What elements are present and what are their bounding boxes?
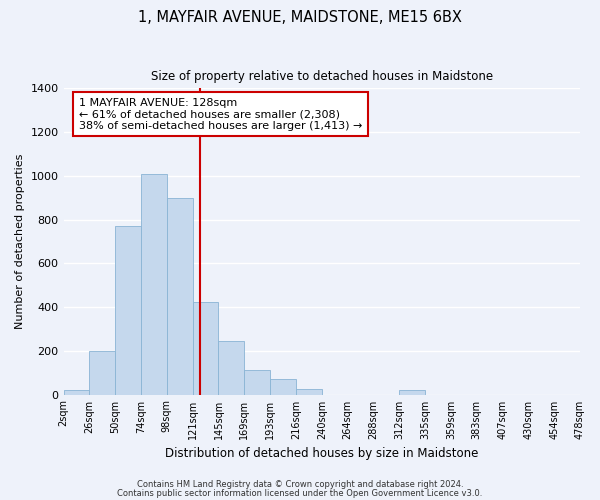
Bar (270, 379, 296, 394)
Bar (64, 390, 89, 394)
Bar (296, 389, 322, 394)
Bar (399, 390, 425, 394)
Bar (167, 198, 193, 394)
Text: 1, MAYFAIR AVENUE, MAIDSTONE, ME15 6BX: 1, MAYFAIR AVENUE, MAIDSTONE, ME15 6BX (138, 10, 462, 25)
Bar (115, 226, 141, 394)
Bar (218, 341, 244, 394)
X-axis label: Distribution of detached houses by size in Maidstone: Distribution of detached houses by size … (165, 447, 478, 460)
Text: Contains HM Land Registry data © Crown copyright and database right 2024.: Contains HM Land Registry data © Crown c… (137, 480, 463, 489)
Bar (193, 302, 218, 394)
Bar (244, 370, 270, 394)
Y-axis label: Number of detached properties: Number of detached properties (15, 154, 25, 329)
Text: 1 MAYFAIR AVENUE: 128sqm
← 61% of detached houses are smaller (2,308)
38% of sem: 1 MAYFAIR AVENUE: 128sqm ← 61% of detach… (79, 98, 362, 130)
Title: Size of property relative to detached houses in Maidstone: Size of property relative to detached ho… (151, 70, 493, 83)
Text: Contains public sector information licensed under the Open Government Licence v3: Contains public sector information licen… (118, 489, 482, 498)
Bar (141, 174, 167, 394)
Bar (89, 351, 115, 395)
